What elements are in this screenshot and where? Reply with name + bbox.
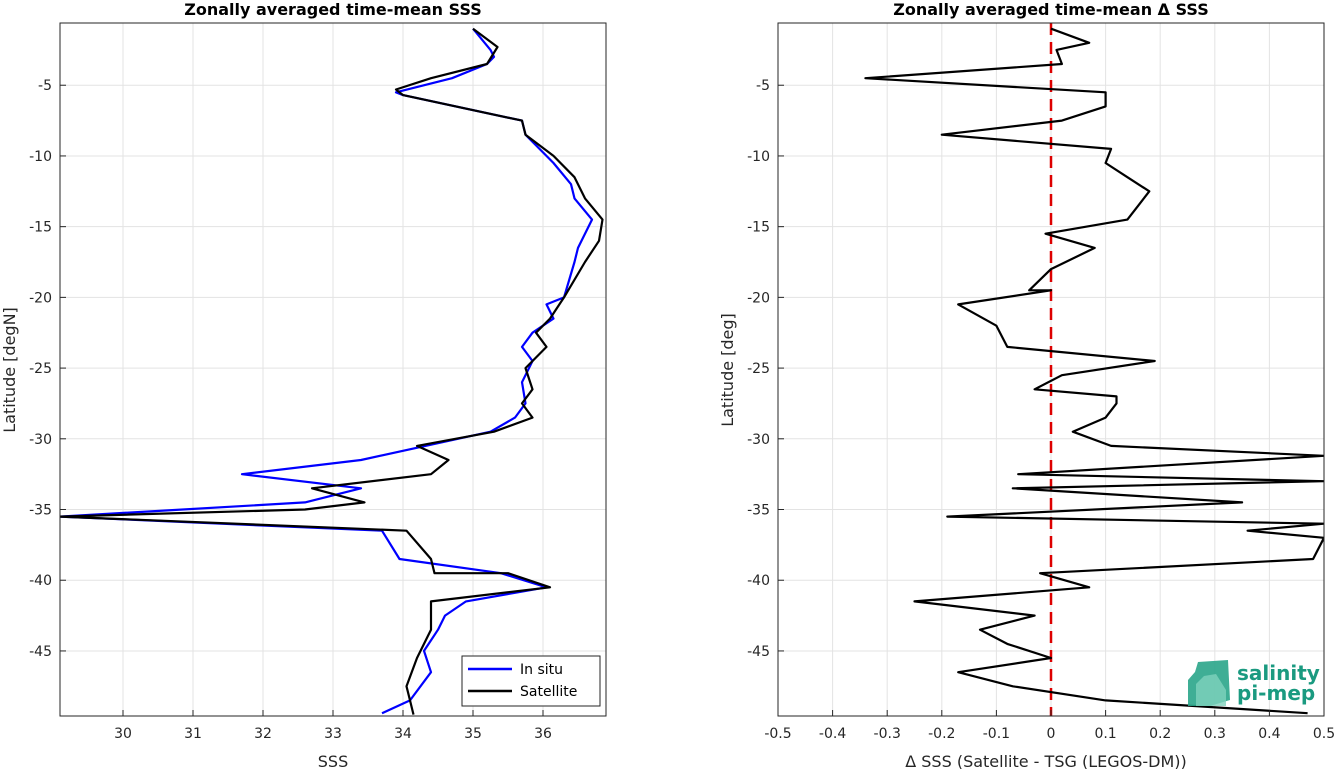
delta-sss-panel: salinity pi-mep -0.5 -0.4 -0.3 -0.2 -0.1 0 0.1…	[718, 0, 1335, 769]
delta-x-tick-label: 0.5	[1313, 726, 1335, 742]
delta-y-tick-label: -35	[747, 503, 770, 519]
delta-y-tick-label: -25	[747, 361, 770, 377]
sss-y-tick-label: -45	[29, 644, 52, 660]
delta-y-tick-label: -45	[747, 644, 770, 660]
sss-y-tick-label: -5	[38, 78, 52, 94]
sss-series-line-in-situ	[60, 27, 594, 715]
sss-x-ticks: 30 31 32 33 34 35 36	[114, 710, 552, 742]
delta-x-tick-label: -0.1	[983, 726, 1010, 742]
legend-box	[461, 655, 601, 707]
delta-x-tick-label: -0.5	[764, 726, 791, 742]
sss-x-tick-label: 33	[324, 726, 342, 742]
legend-label-in-situ: In situ	[520, 662, 563, 678]
sss-y-tick-label: -20	[29, 290, 52, 306]
legend: In situ Satellite	[461, 655, 601, 707]
sss-y-tick-label: -40	[29, 573, 52, 589]
sss-y-tick-label: -30	[29, 432, 52, 448]
salinity-pi-mep-logo: salinity pi-mep	[1188, 660, 1320, 706]
delta-y-tick-label: -40	[747, 573, 770, 589]
delta-x-tick-label: 0	[1047, 726, 1056, 742]
sss-series-line-satellite	[60, 27, 604, 715]
delta-y-label: Latitude [deg]	[718, 313, 737, 427]
delta-y-ticks: -45 -40 -35 -30 -25 -20 -15 -10 -5	[747, 78, 784, 660]
delta-x-tick-label: 0.4	[1258, 726, 1280, 742]
delta-x-ticks: -0.5 -0.4 -0.3 -0.2 -0.1 0 0.1 0.2 0.3 0.4 0.5	[764, 710, 1335, 742]
sss-y-ticks: -45 -40 -35 -30 -25 -20 -15 -10 -5	[29, 78, 66, 660]
sss-y-tick-label: -25	[29, 361, 52, 377]
sss-x-tick-label: 36	[534, 726, 552, 742]
delta-x-tick-label: 0.1	[1094, 726, 1116, 742]
sss-panel: 30 31 32 33 34 35 36 -45-40-35-30-25-20-15-10-…	[0, 0, 607, 769]
sss-y-label: Latitude [degN]	[0, 307, 19, 433]
delta-series	[864, 27, 1324, 715]
delta-x-label: Δ SSS (Satellite - TSG (LEGOS-DM))	[905, 752, 1187, 769]
delta-x-tick-label: -0.3	[874, 726, 901, 742]
sss-x-tick-label: 31	[184, 726, 202, 742]
sss-x-tick-label: 34	[394, 726, 412, 742]
sss-grid	[60, 23, 606, 716]
sss-x-tick-label: 32	[254, 726, 272, 742]
sss-title: Zonally averaged time-mean SSS	[184, 0, 482, 19]
delta-y-tick-label: -10	[747, 149, 770, 165]
delta-x-tick-label: 0.2	[1149, 726, 1171, 742]
sss-y-tick-label: -15	[29, 220, 52, 236]
sss-x-tick-label: 35	[464, 726, 482, 742]
delta-y-tick-label: -20	[747, 290, 770, 306]
sss-series	[60, 27, 604, 715]
delta-y-tick-label: -30	[747, 432, 770, 448]
delta-title: Zonally averaged time-mean Δ SSS	[893, 0, 1209, 19]
sss-y-tick-label: -35	[29, 503, 52, 519]
delta-series-line-delta-sss	[864, 27, 1324, 715]
sss-x-tick-label: 30	[114, 726, 132, 742]
logo-text-salinity: salinity	[1237, 661, 1320, 685]
delta-x-tick-label: -0.4	[819, 726, 846, 742]
sss-x-label: SSS	[318, 752, 348, 769]
delta-y-tick-label: -5	[756, 78, 770, 94]
legend-label-satellite: Satellite	[520, 684, 577, 700]
delta-y-tick-label: -15	[747, 220, 770, 236]
logo-text-pi-mep: pi-mep	[1237, 681, 1315, 705]
logo-mark-highlight	[1196, 674, 1226, 706]
delta-x-tick-label: 0.3	[1204, 726, 1226, 742]
sss-y-tick-label: -10	[29, 149, 52, 165]
delta-x-tick-label: -0.2	[928, 726, 955, 742]
